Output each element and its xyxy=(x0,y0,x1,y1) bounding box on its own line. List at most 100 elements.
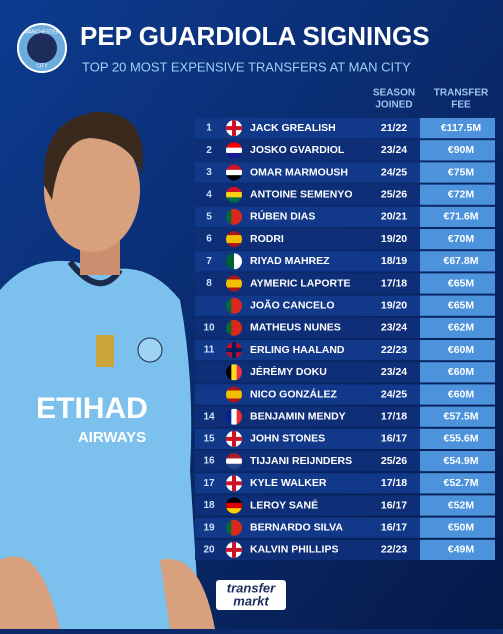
fee: €49M xyxy=(448,544,475,556)
player-name: JACK GREALISH xyxy=(250,122,336,134)
flag-part xyxy=(226,197,242,203)
flag xyxy=(226,164,242,181)
flag xyxy=(226,297,242,314)
season: 25/26 xyxy=(381,188,407,200)
flag xyxy=(226,475,242,492)
flag xyxy=(226,275,242,292)
rank: 8 xyxy=(206,278,212,289)
fee-cell xyxy=(420,451,495,472)
season: 16/17 xyxy=(381,521,407,533)
player-name: AYMERIC LAPORTE xyxy=(250,277,351,289)
fee: €71.6M xyxy=(443,211,478,223)
fee: €70M xyxy=(448,233,475,245)
season: 17/18 xyxy=(381,410,407,422)
rank: 7 xyxy=(206,256,212,267)
season: 23/24 xyxy=(381,322,407,334)
season: 21/22 xyxy=(381,122,407,134)
player-name: RIYAD MAHREZ xyxy=(250,255,330,267)
flag-part xyxy=(226,297,232,314)
fee-cell xyxy=(420,517,495,538)
flag-part xyxy=(232,430,236,447)
player-name: RÚBEN DIAS xyxy=(250,210,315,223)
player-name: MATHEUS NUNES xyxy=(250,322,341,334)
flag xyxy=(226,408,242,425)
club-badge xyxy=(17,23,67,73)
flag-part xyxy=(226,408,232,425)
flag-part xyxy=(236,208,242,225)
shirt-sponsor: ETIHAD xyxy=(36,392,148,425)
rank: 6 xyxy=(206,234,212,245)
fee-cell xyxy=(420,140,495,161)
flag-part xyxy=(226,458,242,465)
flag-part xyxy=(231,208,238,225)
flag-part xyxy=(226,175,242,181)
flag-part xyxy=(231,408,238,425)
flag xyxy=(226,497,242,514)
flag-part xyxy=(226,235,242,240)
logo-box xyxy=(216,580,286,610)
season: 19/20 xyxy=(381,233,407,245)
fee-cell xyxy=(420,495,495,516)
player-name: RODRI xyxy=(250,233,284,245)
badge-text: MANCHESTER xyxy=(24,29,59,35)
shirt-sponsor-sub: AIRWAYS xyxy=(78,429,146,446)
flag-part xyxy=(226,386,242,391)
fee-cell xyxy=(420,317,495,338)
season: 22/23 xyxy=(381,544,407,556)
season: 17/18 xyxy=(381,277,407,289)
flag-part xyxy=(231,519,238,536)
flag-part xyxy=(226,463,242,470)
flag-part xyxy=(232,342,236,359)
fee: €75M xyxy=(448,166,475,178)
flag xyxy=(226,541,242,558)
player-name: TIJJANI REIJNDERS xyxy=(250,455,352,467)
fee-cell xyxy=(420,539,495,560)
season: 17/18 xyxy=(381,477,407,489)
flag-part xyxy=(236,319,242,336)
season: 19/20 xyxy=(381,299,407,311)
flag-part xyxy=(234,253,242,270)
rank: 4 xyxy=(206,189,212,200)
flag-part xyxy=(226,253,235,270)
fee: €52M xyxy=(448,499,475,511)
flag-part xyxy=(226,519,232,536)
fee-cell xyxy=(420,295,495,316)
subtitle: TOP 20 MOST EXPENSIVE TRANSFERS AT MAN C… xyxy=(82,59,411,74)
player-photo xyxy=(0,111,215,629)
logo-text: transfer xyxy=(227,580,276,595)
player-name: ANTOINE SEMENYO xyxy=(250,188,353,200)
player-name: NICO GONZÁLEZ xyxy=(250,387,337,400)
season: 25/26 xyxy=(381,455,407,467)
rank: 14 xyxy=(203,411,215,422)
player-name: JOSKO GVARDIOL xyxy=(250,144,345,156)
flag-part xyxy=(231,364,238,381)
rank: 16 xyxy=(203,456,215,467)
flag-part xyxy=(226,502,242,509)
fee-cell xyxy=(420,340,495,361)
flag-part xyxy=(226,231,242,236)
logo-text: markt xyxy=(233,593,269,608)
column-header: TRANSFER xyxy=(434,88,489,99)
flag-part xyxy=(231,297,238,314)
column-header: SEASON xyxy=(373,88,415,99)
flag xyxy=(226,142,242,159)
flag-part xyxy=(226,279,242,284)
flag-part xyxy=(236,297,242,314)
column-header: JOINED xyxy=(375,100,412,111)
flag xyxy=(226,342,242,359)
fee: €57.5M xyxy=(443,410,478,422)
rank: 15 xyxy=(203,434,215,445)
fee-cell xyxy=(420,206,495,227)
player-name: JÉRÉMY DOKU xyxy=(250,365,327,378)
flag-part xyxy=(226,390,242,395)
flag-part xyxy=(226,186,242,193)
fee-cell xyxy=(420,251,495,272)
rank: 3 xyxy=(206,167,212,178)
player-name: ERLING HAALAND xyxy=(250,344,345,356)
player-name: JOHN STONES xyxy=(250,433,325,445)
flag-part xyxy=(232,120,236,137)
flag-part xyxy=(232,541,236,558)
fee-cell xyxy=(420,184,495,205)
player-name: JOÃO CANCELO xyxy=(250,298,335,311)
